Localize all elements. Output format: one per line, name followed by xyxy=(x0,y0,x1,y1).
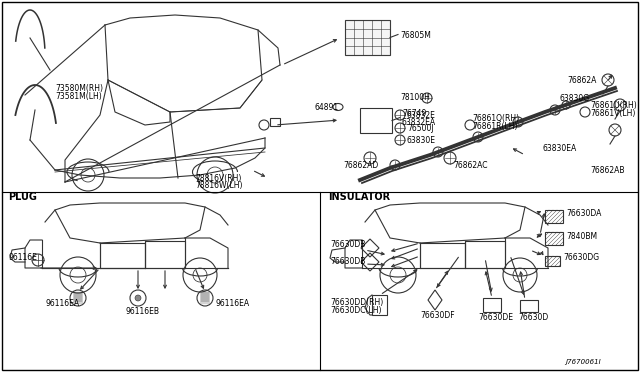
Text: 76749: 76749 xyxy=(402,109,426,118)
Bar xyxy=(420,243,465,268)
Text: 76630DG: 76630DG xyxy=(563,253,599,262)
Text: 76630DE: 76630DE xyxy=(478,312,513,321)
Text: 63832E: 63832E xyxy=(407,110,436,119)
Text: INSULATOR: INSULATOR xyxy=(328,192,390,202)
Text: 78816V(RH): 78816V(RH) xyxy=(195,173,241,183)
Text: 96116E: 96116E xyxy=(8,253,37,263)
Text: 64891: 64891 xyxy=(315,103,339,112)
Bar xyxy=(545,256,560,266)
Text: 78100H: 78100H xyxy=(400,93,430,102)
Text: 76862AD: 76862AD xyxy=(343,160,378,170)
Text: 76861V(LH): 76861V(LH) xyxy=(590,109,636,118)
Text: 73581M(LH): 73581M(LH) xyxy=(55,92,102,100)
Text: 76862AC: 76862AC xyxy=(453,160,488,170)
Text: 76861U(RH): 76861U(RH) xyxy=(590,100,637,109)
Bar xyxy=(372,295,387,315)
Text: 76500J: 76500J xyxy=(407,124,434,132)
Text: 76630DA: 76630DA xyxy=(566,208,602,218)
Text: 76630DD(RH): 76630DD(RH) xyxy=(330,298,383,307)
Text: 63830G: 63830G xyxy=(560,93,590,103)
Text: 76630DC(LH): 76630DC(LH) xyxy=(330,305,381,314)
Bar xyxy=(100,243,145,268)
Text: PLUG: PLUG xyxy=(8,192,37,202)
Bar xyxy=(345,20,390,55)
Text: 7840BM: 7840BM xyxy=(566,231,597,241)
Text: 76862AB: 76862AB xyxy=(590,166,625,174)
Bar xyxy=(545,210,563,223)
Text: 76861R(LH): 76861R(LH) xyxy=(472,122,518,131)
Bar xyxy=(465,241,505,268)
Text: 96116EB: 96116EB xyxy=(125,308,159,317)
Text: 76862A: 76862A xyxy=(567,76,596,84)
Text: 63830EA: 63830EA xyxy=(543,144,577,153)
Bar xyxy=(483,298,501,312)
Bar xyxy=(545,232,563,245)
Text: 76630DF: 76630DF xyxy=(420,311,454,320)
Text: 63832EA: 63832EA xyxy=(402,118,436,126)
Text: 76630D: 76630D xyxy=(518,312,548,321)
Bar xyxy=(360,108,392,133)
Text: 63830E: 63830E xyxy=(407,135,436,144)
Text: 78816W(LH): 78816W(LH) xyxy=(195,180,243,189)
Text: 76630DB: 76630DB xyxy=(330,257,365,266)
Text: 76805M: 76805M xyxy=(400,31,431,40)
Text: 73580M(RH): 73580M(RH) xyxy=(55,83,103,93)
Text: J7670061I: J7670061I xyxy=(565,359,601,365)
Bar xyxy=(520,300,538,312)
Circle shape xyxy=(135,295,141,301)
Text: 96116EA: 96116EA xyxy=(45,298,79,308)
Text: 76630DB: 76630DB xyxy=(330,240,365,248)
Bar xyxy=(270,118,280,126)
Bar xyxy=(145,241,185,268)
Text: 96116EA: 96116EA xyxy=(215,298,249,308)
Text: 76861Q(RH): 76861Q(RH) xyxy=(472,113,519,122)
